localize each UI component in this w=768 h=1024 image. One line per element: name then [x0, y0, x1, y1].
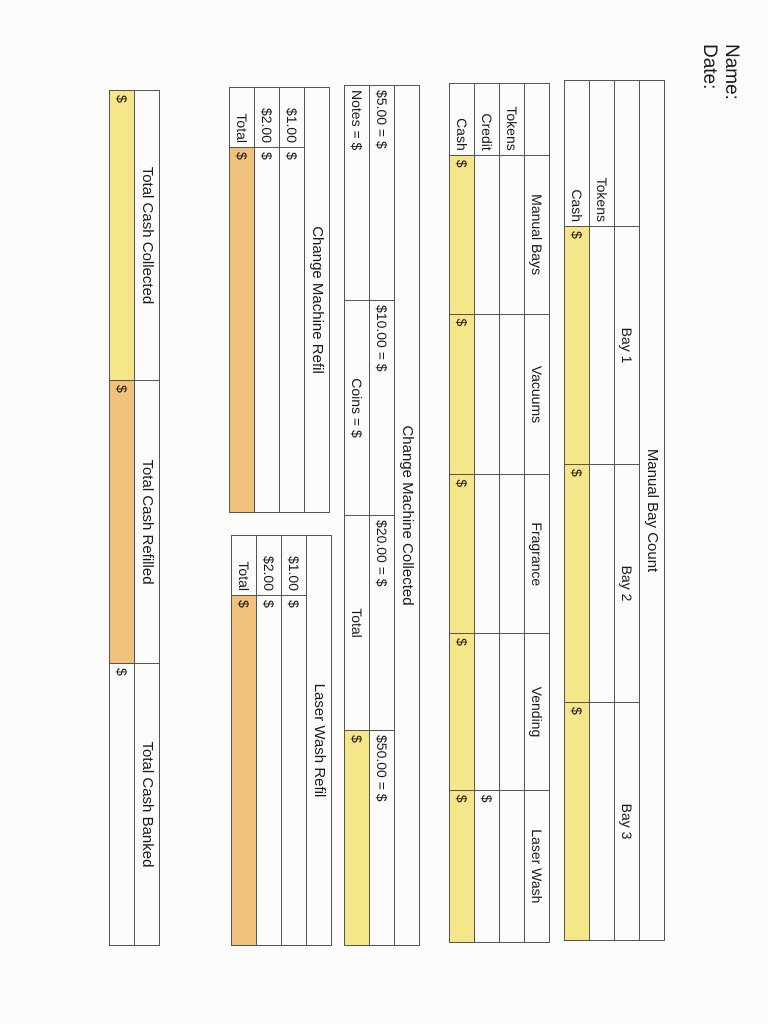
vacuums-credit-field[interactable]	[474, 314, 500, 475]
bay-header: Bay 2	[614, 464, 640, 703]
blank-cell	[614, 80, 640, 227]
laser-wash-credit-field[interactable]: $	[474, 790, 500, 943]
bay-header: Bay 1	[614, 226, 640, 465]
laser-wash-cash-field[interactable]: $	[449, 790, 475, 943]
bay2-cash-field[interactable]: $	[564, 464, 590, 703]
total-label: Total	[344, 515, 370, 731]
name-label: Name:	[721, 44, 742, 100]
date-label: Date:	[699, 44, 720, 90]
two-dollar-label: $2.00	[256, 535, 282, 596]
total-cash-refilled-header: Total Cash Refilled	[134, 380, 160, 664]
change-collected-total-field[interactable]: $	[344, 730, 370, 946]
bay1-cash-field[interactable]: $	[564, 226, 590, 465]
one-dollar-label: $1.00	[281, 535, 307, 596]
manual-bays-tokens-field[interactable]	[499, 155, 525, 314]
five-dollar-field[interactable]: $5.00 = $	[369, 85, 395, 301]
laser-wash-refil-table: Laser Wash Refil $1.00 $ $2.00 $ Total $	[231, 535, 332, 946]
row-label-credit: Credit	[474, 83, 500, 156]
one-dollar-label: $1.00	[279, 87, 305, 148]
vending-cash-field[interactable]: $	[449, 633, 475, 791]
vending-credit-field[interactable]	[474, 633, 500, 791]
name-date-block: Name: Date:	[698, 44, 742, 100]
bay2-tokens-field[interactable]	[589, 464, 615, 703]
change-machine-refil-title: Change Machine Refil	[304, 87, 330, 513]
vending-tokens-field[interactable]	[499, 633, 525, 791]
blank-cell	[524, 83, 550, 156]
change-machine-refil-table: Change Machine Refil $1.00 $ $2.00 $ Tot…	[229, 87, 330, 513]
fragrance-tokens-field[interactable]	[499, 474, 525, 634]
fifty-dollar-field[interactable]: $50.00 = $	[369, 730, 395, 946]
manual-bay-count-table: Manual Bay Count Bay 1 Bay 2 Bay 3 Token…	[564, 80, 665, 941]
row-label-cash: Cash	[564, 80, 590, 227]
laser-refil-two-dollar-field[interactable]: $	[256, 595, 282, 946]
laser-refil-total-field[interactable]: $	[231, 595, 257, 946]
total-cash-collected-field[interactable]: $	[109, 90, 135, 381]
twenty-dollar-field[interactable]: $20.00 = $	[369, 515, 395, 731]
manual-bays-credit-field[interactable]	[474, 155, 500, 314]
change-refil-total-field[interactable]: $	[229, 147, 255, 513]
total-cash-refilled-field[interactable]: $	[109, 380, 135, 664]
total-label: Total	[229, 87, 255, 148]
bay-header: Bay 3	[614, 702, 640, 941]
change-refil-two-dollar-field[interactable]: $	[254, 147, 280, 513]
row-label-tokens: Tokens	[499, 83, 525, 156]
notes-total-field[interactable]: Notes = $	[344, 85, 370, 301]
fragrance-cash-field[interactable]: $	[449, 474, 475, 634]
row-label-tokens: Tokens	[589, 80, 615, 227]
column-header: Vending	[524, 633, 550, 791]
column-header: Laser Wash	[524, 790, 550, 943]
total-cash-banked-header: Total Cash Banked	[134, 663, 160, 946]
laser-refil-one-dollar-field[interactable]: $	[281, 595, 307, 946]
ten-dollar-field[interactable]: $10.00 = $	[369, 300, 395, 516]
change-machine-collected-table: Change Machine Collected $5.00 = $ $10.0…	[344, 85, 420, 946]
coins-total-field[interactable]: Coins = $	[344, 300, 370, 516]
total-label: Total	[231, 535, 257, 596]
change-refil-one-dollar-field[interactable]: $	[279, 147, 305, 513]
bay3-tokens-field[interactable]	[589, 702, 615, 941]
row-label-cash: Cash	[449, 83, 475, 156]
change-machine-collected-title: Change Machine Collected	[394, 85, 420, 946]
sales-category-table: Manual Bays Vacuums Fragrance Vending La…	[449, 83, 550, 943]
total-cash-collected-header: Total Cash Collected	[134, 90, 160, 381]
vacuums-tokens-field[interactable]	[499, 314, 525, 475]
bay3-cash-field[interactable]: $	[564, 702, 590, 941]
column-header: Manual Bays	[524, 155, 550, 314]
vacuums-cash-field[interactable]: $	[449, 314, 475, 475]
laser-wash-tokens-field[interactable]	[499, 790, 525, 943]
manual-bay-count-title: Manual Bay Count	[639, 80, 665, 941]
total-cash-banked-field[interactable]: $	[109, 663, 135, 946]
manual-bays-cash-field[interactable]: $	[449, 155, 475, 314]
column-header: Vacuums	[524, 314, 550, 475]
column-header: Fragrance	[524, 474, 550, 634]
two-dollar-label: $2.00	[254, 87, 280, 148]
bay1-tokens-field[interactable]	[589, 226, 615, 465]
totals-table: Total Cash Collected Total Cash Refilled…	[109, 90, 160, 946]
fragrance-credit-field[interactable]	[474, 474, 500, 634]
laser-wash-refil-title: Laser Wash Refil	[306, 535, 332, 946]
